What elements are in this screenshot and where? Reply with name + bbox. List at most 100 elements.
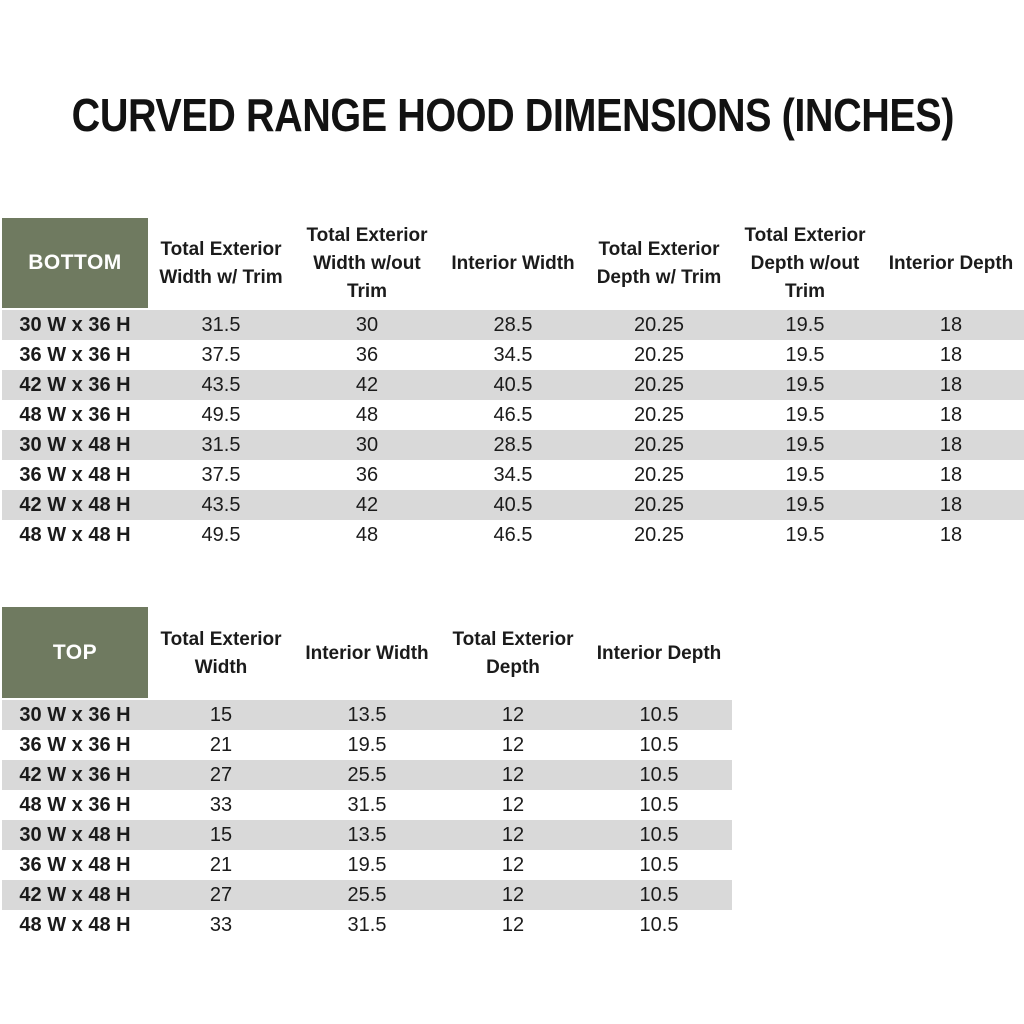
bottom-table-corner-label: BOTTOM (2, 218, 148, 310)
value-cell: 12 (501, 793, 525, 816)
column-header: Interior Depth (878, 218, 1024, 310)
column-header: Interior Depth (586, 607, 732, 700)
value-cell: 15 (148, 820, 294, 850)
column-header: Total Exterior Depth (440, 607, 586, 700)
value-cell: 34.5 (493, 343, 533, 366)
row-label: 30 W x 36 H (2, 700, 148, 730)
value-cell: 43.5 (148, 490, 294, 520)
value-cell: 30 (294, 430, 440, 460)
top-dimensions-table: TOP Total Exterior Width Interior Width To… (2, 607, 732, 940)
value-cell: 36 (355, 343, 379, 366)
row-label: 48 W x 48 H (19, 913, 131, 936)
value-cell: 46.5 (493, 403, 533, 426)
value-cell: 28.5 (440, 310, 586, 340)
value-cell: 18 (939, 403, 963, 426)
value-cell: 12 (440, 760, 586, 790)
value-cell: 30 (294, 310, 440, 340)
value-cell: 40.5 (440, 370, 586, 400)
value-cell: 10.5 (639, 793, 679, 816)
value-cell: 46.5 (493, 523, 533, 546)
value-cell: 33 (209, 913, 233, 936)
value-cell: 10.5 (586, 820, 732, 850)
row-label: 42 W x 36 H (2, 370, 148, 400)
row-label: 30 W x 48 H (2, 430, 148, 460)
row-label: 48 W x 36 H (19, 403, 131, 426)
value-cell: 48 (355, 523, 379, 546)
value-cell: 10.5 (586, 880, 732, 910)
value-cell: 31.5 (347, 793, 387, 816)
value-cell: 33 (209, 793, 233, 816)
value-cell: 37.5 (201, 463, 241, 486)
value-cell: 12 (440, 880, 586, 910)
value-cell: 34.5 (493, 463, 533, 486)
value-cell: 12 (501, 913, 525, 936)
value-cell: 31.5 (148, 430, 294, 460)
value-cell: 20.25 (633, 523, 685, 546)
value-cell: 10.5 (639, 853, 679, 876)
value-cell: 10.5 (586, 760, 732, 790)
value-cell: 42 (294, 370, 440, 400)
value-cell: 19.5 (732, 370, 878, 400)
value-cell: 18 (878, 430, 1024, 460)
page-title: CURVED RANGE HOOD DIMENSIONS (INCHES) (71, 89, 955, 141)
value-cell: 20.25 (633, 343, 685, 366)
value-cell: 19.5 (785, 343, 825, 366)
row-label: 42 W x 36 H (2, 760, 148, 790)
value-cell: 13.5 (294, 700, 440, 730)
value-cell: 20.25 (586, 490, 732, 520)
value-cell: 43.5 (148, 370, 294, 400)
row-label: 48 W x 48 H (19, 523, 131, 546)
value-cell: 13.5 (294, 820, 440, 850)
value-cell: 31.5 (148, 310, 294, 340)
value-cell: 12 (501, 853, 525, 876)
value-cell: 36 (355, 463, 379, 486)
value-cell: 10.5 (639, 913, 679, 936)
value-cell: 19.5 (785, 523, 825, 546)
value-cell: 20.25 (633, 403, 685, 426)
value-cell: 10.5 (639, 733, 679, 756)
value-cell: 10.5 (586, 700, 732, 730)
value-cell: 20.25 (586, 370, 732, 400)
value-cell: 15 (148, 700, 294, 730)
value-cell: 18 (939, 463, 963, 486)
value-cell: 19.5 (732, 310, 878, 340)
column-header: Total Exterior Depth w/out Trim (732, 218, 878, 310)
value-cell: 19.5 (785, 403, 825, 426)
value-cell: 12 (440, 700, 586, 730)
value-cell: 19.5 (732, 490, 878, 520)
value-cell: 25.5 (294, 880, 440, 910)
value-cell: 40.5 (440, 490, 586, 520)
value-cell: 18 (878, 310, 1024, 340)
value-cell: 19.5 (347, 853, 387, 876)
value-cell: 18 (878, 370, 1024, 400)
value-cell: 12 (440, 820, 586, 850)
value-cell: 20.25 (586, 310, 732, 340)
value-cell: 19.5 (347, 733, 387, 756)
bottom-dimensions-table: BOTTOM Total Exterior Width w/ Trim Total… (2, 218, 1024, 550)
row-label: 30 W x 36 H (2, 310, 148, 340)
value-cell: 19.5 (732, 430, 878, 460)
value-cell: 49.5 (201, 403, 241, 426)
value-cell: 27 (148, 880, 294, 910)
value-cell: 12 (501, 733, 525, 756)
value-cell: 20.25 (633, 463, 685, 486)
row-label: 36 W x 36 H (19, 343, 131, 366)
column-header: Total Exterior Width w/out Trim (294, 218, 440, 310)
value-cell: 20.25 (586, 430, 732, 460)
row-label: 42 W x 48 H (2, 880, 148, 910)
value-cell: 19.5 (785, 463, 825, 486)
row-label: 36 W x 48 H (19, 853, 131, 876)
value-cell: 21 (209, 853, 233, 876)
value-cell: 21 (209, 733, 233, 756)
row-label: 48 W x 36 H (19, 793, 131, 816)
value-cell: 42 (294, 490, 440, 520)
column-header: Interior Width (294, 607, 440, 700)
value-cell: 18 (939, 523, 963, 546)
value-cell: 27 (148, 760, 294, 790)
column-header: Total Exterior Width (148, 607, 294, 700)
column-header: Interior Width (440, 218, 586, 310)
column-header: Total Exterior Depth w/ Trim (586, 218, 732, 310)
row-label: 36 W x 36 H (19, 733, 131, 756)
value-cell: 49.5 (201, 523, 241, 546)
value-cell: 37.5 (201, 343, 241, 366)
